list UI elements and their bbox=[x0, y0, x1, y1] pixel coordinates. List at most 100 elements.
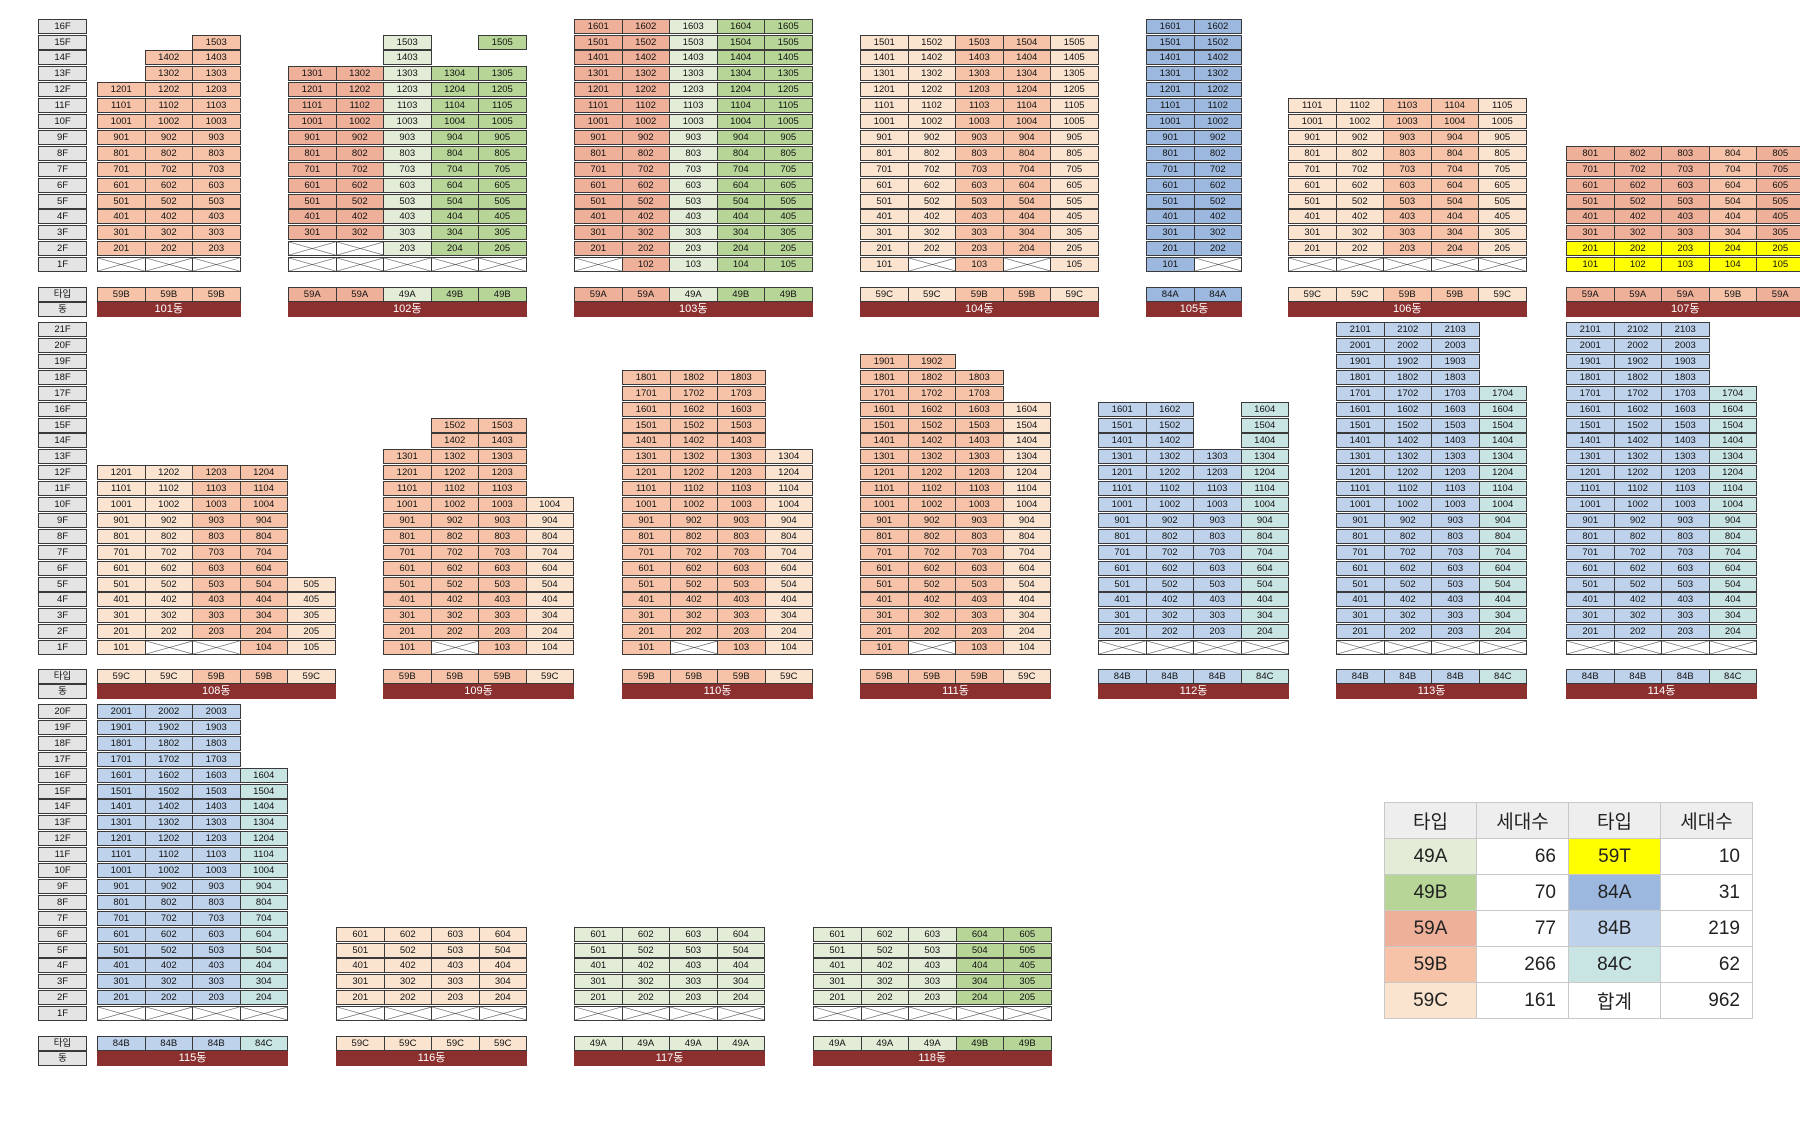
dong-label: 105동 bbox=[1146, 302, 1242, 317]
unit-cell: 604 bbox=[478, 926, 527, 942]
unit-cell: 402 bbox=[1383, 592, 1432, 608]
unit-cell: 701 bbox=[574, 161, 623, 177]
unit-cell: 1204 bbox=[1002, 82, 1051, 98]
unit-cell: 1303 bbox=[955, 449, 1004, 465]
unit-cell: 2102 bbox=[1383, 322, 1432, 338]
unit-cell: 103 bbox=[669, 257, 718, 273]
unit-cell: 1802 bbox=[1613, 369, 1662, 385]
unit-cell: 201 bbox=[813, 990, 862, 1006]
legend-count: 266 bbox=[1476, 946, 1569, 983]
unit-cell: 603 bbox=[431, 926, 480, 942]
unit-cell: 1202 bbox=[1145, 465, 1194, 481]
floor-label: 3F bbox=[38, 974, 87, 990]
unit-cell: 1601 bbox=[1098, 401, 1147, 417]
floor-label: 6F bbox=[38, 177, 87, 193]
unit-cell: 1403 bbox=[192, 799, 241, 815]
unit-cell: 803 bbox=[717, 528, 766, 544]
unit-cell: 1004 bbox=[716, 114, 765, 129]
unit-cell: 1203 bbox=[955, 82, 1004, 98]
unit-cell: 201 bbox=[860, 624, 909, 640]
unit-cell: 1604 bbox=[1002, 401, 1051, 417]
dong-label: 118동 bbox=[813, 1051, 1052, 1066]
unit-cell: 1204 bbox=[1240, 465, 1289, 481]
unit-cell: 1503 bbox=[192, 34, 241, 50]
unit-cell: 1402 bbox=[621, 50, 670, 66]
unit-cell: 203 bbox=[1661, 241, 1710, 257]
unit-cell: 1002 bbox=[1193, 114, 1242, 129]
unit-cell: 1004 bbox=[1478, 497, 1527, 512]
unit-cell: 901 bbox=[97, 129, 146, 145]
unit-cell: 1203 bbox=[669, 82, 718, 98]
unit-cell: 502 bbox=[1145, 576, 1194, 592]
unit-cell: 1502 bbox=[907, 34, 956, 50]
unit-cell: 101 bbox=[1566, 257, 1615, 273]
unit-cell: 1702 bbox=[907, 385, 956, 401]
unit-cell: 504 bbox=[430, 193, 479, 209]
unit-cell: 505 bbox=[287, 576, 336, 592]
unit-type-label: 59C bbox=[525, 669, 574, 684]
unit-cell: 1101 bbox=[860, 481, 909, 497]
unit-cell: 501 bbox=[1336, 576, 1385, 592]
unit-cell: 802 bbox=[144, 528, 193, 544]
unit-cell: 1801 bbox=[622, 369, 671, 385]
unit-cell: 1201 bbox=[860, 465, 909, 481]
unit-cell: 1504 bbox=[1002, 417, 1051, 433]
unit-cell: 501 bbox=[1146, 193, 1195, 209]
unit-cell: 304 bbox=[239, 608, 288, 624]
unit-cell: 305 bbox=[478, 225, 527, 241]
unit-cell: 1702 bbox=[144, 751, 193, 767]
empty-unit-cell bbox=[431, 1006, 480, 1022]
unit-cell: 1302 bbox=[1145, 449, 1194, 465]
floor-label: 8F bbox=[38, 894, 87, 910]
unit-cell: 1702 bbox=[669, 385, 718, 401]
unit-cell: 1002 bbox=[1383, 497, 1432, 512]
unit-cell: 1301 bbox=[97, 815, 146, 831]
unit-type-label: 84B bbox=[1613, 669, 1662, 684]
unit-cell: 1104 bbox=[1002, 98, 1051, 114]
unit-cell: 1203 bbox=[192, 465, 241, 481]
floor-label: 17F bbox=[38, 385, 87, 401]
unit-cell: 602 bbox=[907, 177, 956, 193]
unit-cell: 501 bbox=[1566, 193, 1615, 209]
unit-cell: 602 bbox=[1613, 560, 1662, 576]
unit-cell: 1503 bbox=[669, 34, 718, 50]
unit-cell: 1104 bbox=[239, 481, 288, 497]
unit-cell: 1203 bbox=[478, 465, 527, 481]
unit-cell: 404 bbox=[764, 592, 813, 608]
unit-cell: 1403 bbox=[478, 433, 527, 449]
unit-cell: 401 bbox=[97, 592, 146, 608]
unit-cell: 601 bbox=[97, 560, 146, 576]
unit-cell: 1303 bbox=[192, 66, 241, 82]
unit-cell: 1001 bbox=[1566, 497, 1615, 512]
unit-cell: 1405 bbox=[1050, 50, 1099, 66]
unit-cell: 1001 bbox=[383, 497, 432, 512]
unit-cell: 404 bbox=[1002, 209, 1051, 225]
unit-cell: 704 bbox=[525, 544, 574, 560]
floor-label: 20F bbox=[38, 338, 87, 353]
unit-cell: 1103 bbox=[192, 98, 241, 114]
unit-cell: 304 bbox=[1708, 608, 1757, 624]
unit-cell: 1402 bbox=[1145, 433, 1194, 449]
unit-cell: 701 bbox=[860, 161, 909, 177]
floor-label: 13F bbox=[38, 449, 87, 465]
unit-type-label: 59C bbox=[1335, 287, 1384, 302]
unit-cell: 504 bbox=[1002, 193, 1051, 209]
unit-cell: 1002 bbox=[144, 114, 193, 129]
unit-cell: 402 bbox=[1145, 592, 1194, 608]
unit-type-label: 49A bbox=[908, 1036, 957, 1051]
unit-cell: 2001 bbox=[1336, 338, 1385, 353]
type-row-label: 타입 bbox=[38, 669, 87, 684]
unit-type-label: 59C bbox=[1002, 669, 1051, 684]
unit-cell: 1003 bbox=[1661, 497, 1710, 512]
floor-label: 7F bbox=[38, 544, 87, 560]
unit-cell: 1504 bbox=[1002, 34, 1051, 50]
unit-cell: 301 bbox=[1146, 225, 1195, 241]
floor-label: 3F bbox=[38, 225, 87, 241]
unit-type-label: 84B bbox=[1145, 669, 1194, 684]
unit-cell: 1201 bbox=[574, 82, 623, 98]
unit-cell: 404 bbox=[1240, 592, 1289, 608]
unit-cell: 402 bbox=[907, 592, 956, 608]
unit-cell: 303 bbox=[478, 608, 527, 624]
unit-cell: 1202 bbox=[144, 82, 193, 98]
unit-cell: 302 bbox=[1145, 608, 1194, 624]
